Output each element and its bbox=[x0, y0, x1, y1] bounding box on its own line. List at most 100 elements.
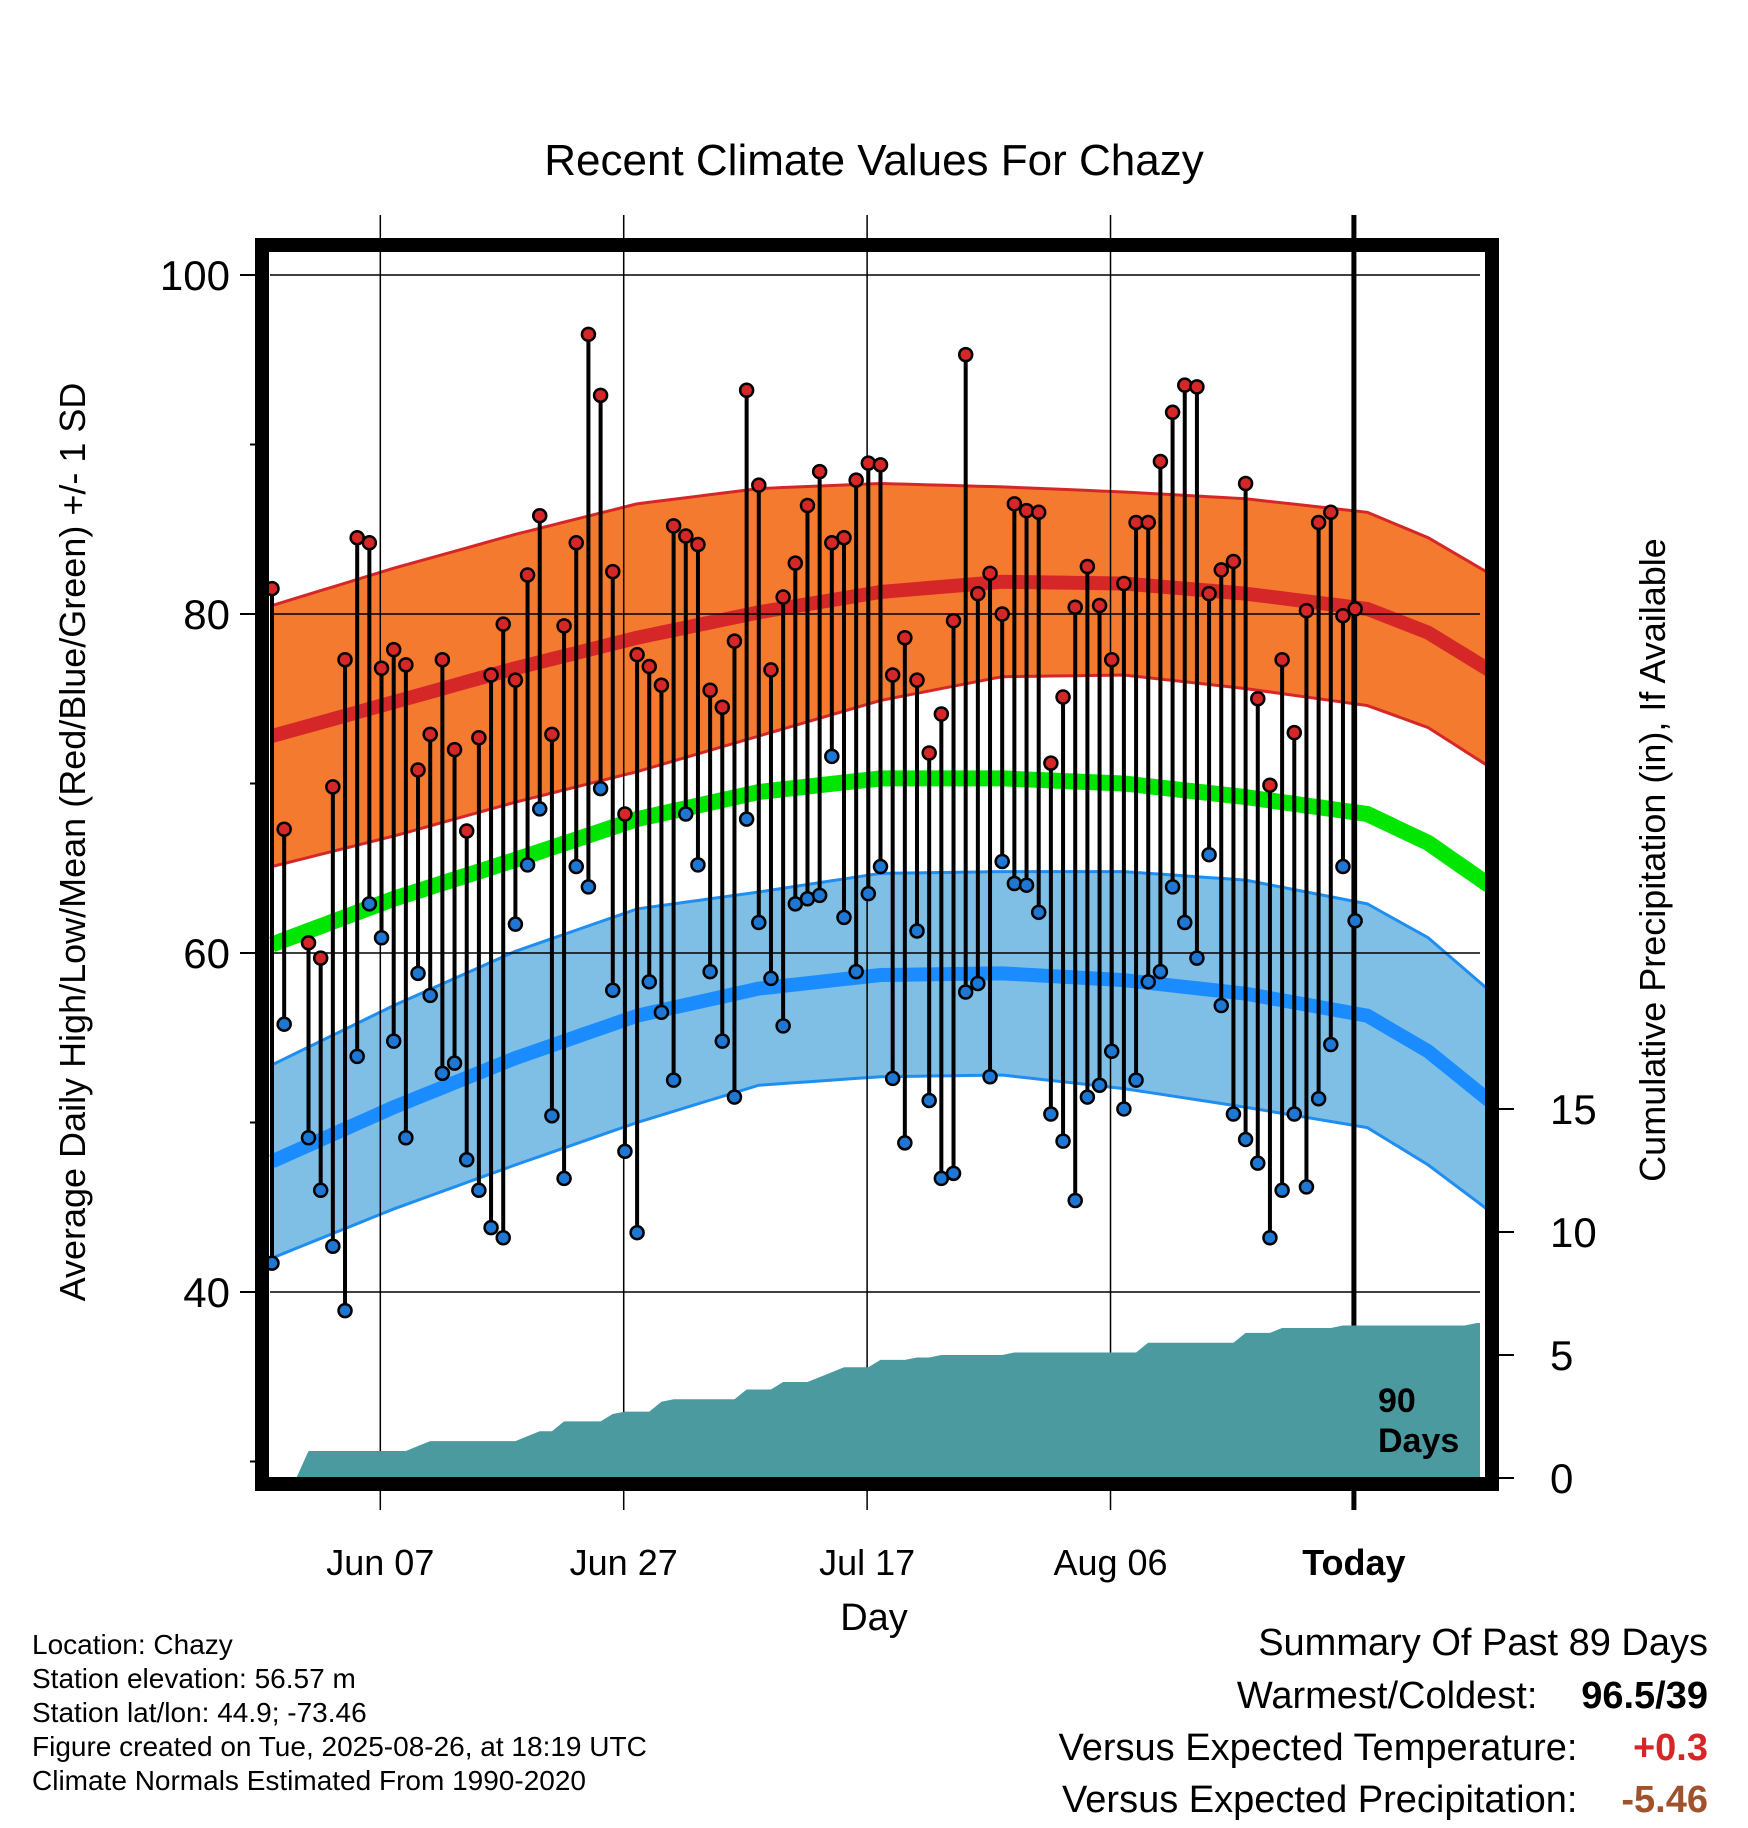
high-point-48 bbox=[848, 472, 864, 488]
high-point-17 bbox=[471, 729, 487, 746]
high-point-75 bbox=[1177, 377, 1193, 393]
high-point-76 bbox=[1189, 379, 1205, 395]
low-point-74 bbox=[1164, 879, 1181, 895]
low-point-83 bbox=[1274, 1182, 1290, 1199]
low-point-73 bbox=[1152, 963, 1169, 980]
high-point-18 bbox=[483, 667, 499, 683]
warmest-sep: / bbox=[1655, 1675, 1666, 1717]
precip-cumulative-area bbox=[272, 1323, 1489, 1478]
low-point-75 bbox=[1177, 914, 1193, 931]
low-point-82 bbox=[1262, 1230, 1278, 1246]
high-point-54 bbox=[921, 745, 937, 761]
high-point-12 bbox=[410, 762, 426, 778]
high-point-43 bbox=[787, 555, 804, 571]
high-point-64 bbox=[1043, 755, 1059, 771]
low-point-67 bbox=[1079, 1089, 1096, 1105]
high-point-26 bbox=[580, 326, 597, 343]
high-point-25 bbox=[568, 535, 584, 551]
high-point-42 bbox=[775, 589, 791, 605]
warmest-value: 96.5/39 bbox=[1548, 1675, 1708, 1718]
high-point-14 bbox=[434, 652, 451, 668]
low-point-26 bbox=[580, 879, 597, 895]
high-point-31 bbox=[641, 658, 658, 675]
low-point-76 bbox=[1189, 950, 1205, 966]
low-point-7 bbox=[349, 1048, 365, 1065]
low-point-20 bbox=[507, 916, 524, 932]
low-point-78 bbox=[1213, 997, 1230, 1014]
y2tick-label-10: 10 bbox=[1550, 1209, 1597, 1256]
low-point-24 bbox=[556, 1170, 572, 1187]
elevation-text: Station elevation: 56.57 m bbox=[32, 1663, 356, 1694]
high-point-82 bbox=[1262, 777, 1278, 793]
low-point-47 bbox=[836, 909, 852, 926]
low-point-21 bbox=[519, 857, 536, 873]
high-point-63 bbox=[1030, 504, 1047, 521]
high-point-70 bbox=[1116, 575, 1132, 592]
high-point-68 bbox=[1091, 597, 1108, 614]
high-point-88 bbox=[1335, 607, 1351, 624]
low-point-16 bbox=[458, 1152, 475, 1168]
low-point-9 bbox=[373, 929, 390, 946]
precip-area bbox=[272, 1323, 1489, 1478]
high-point-60 bbox=[994, 606, 1010, 622]
high-point-10 bbox=[385, 641, 402, 658]
y2tick-label-15: 15 bbox=[1550, 1086, 1597, 1133]
high-point-15 bbox=[446, 741, 463, 758]
temp-value: +0.3 bbox=[1632, 1727, 1708, 1769]
created-text: Figure created on Tue, 2025-08-26, at 18… bbox=[32, 1731, 647, 1762]
high-point-40 bbox=[751, 477, 767, 493]
low-point-1 bbox=[276, 1016, 292, 1032]
high-point-73 bbox=[1152, 453, 1169, 470]
high-point-39 bbox=[738, 382, 755, 399]
low-band bbox=[272, 871, 1489, 1259]
low-point-25 bbox=[568, 858, 584, 875]
xtick-label-3: Aug 06 bbox=[1053, 1542, 1167, 1583]
high-point-62 bbox=[1018, 502, 1035, 519]
high-point-5 bbox=[325, 779, 341, 795]
ytick-label-40: 40 bbox=[183, 1269, 230, 1316]
precip-value: -5.46 bbox=[1621, 1779, 1708, 1821]
high-point-86 bbox=[1310, 514, 1327, 531]
low-point-70 bbox=[1116, 1101, 1132, 1117]
high-point-33 bbox=[665, 518, 682, 534]
high-point-85 bbox=[1298, 602, 1315, 619]
high-point-61 bbox=[1006, 496, 1023, 512]
high-point-23 bbox=[544, 726, 560, 743]
low-point-32 bbox=[653, 1004, 670, 1021]
warmest-label: Warmest/Coldest: bbox=[1236, 1675, 1538, 1717]
low-point-59 bbox=[982, 1068, 998, 1085]
high-point-77 bbox=[1201, 585, 1217, 602]
low-point-62 bbox=[1018, 877, 1035, 893]
high-point-34 bbox=[678, 528, 694, 544]
low-point-39 bbox=[738, 811, 755, 827]
high-point-11 bbox=[398, 657, 414, 673]
warmest-low: 39 bbox=[1665, 1675, 1708, 1717]
low-point-11 bbox=[398, 1130, 414, 1146]
low-point-72 bbox=[1140, 974, 1156, 990]
high-point-6 bbox=[337, 652, 353, 668]
high-point-49 bbox=[860, 455, 877, 471]
low-point-54 bbox=[921, 1092, 937, 1109]
high-point-41 bbox=[763, 662, 779, 678]
low-band-lower-edge bbox=[271, 1073, 1490, 1260]
low-point-65 bbox=[1055, 1133, 1071, 1149]
high-point-81 bbox=[1250, 691, 1266, 707]
low-point-14 bbox=[434, 1065, 451, 1082]
low-point-17 bbox=[471, 1182, 487, 1199]
low-point-34 bbox=[678, 806, 694, 822]
high-point-28 bbox=[605, 563, 621, 580]
low-point-13 bbox=[422, 987, 438, 1004]
low-point-61 bbox=[1006, 875, 1023, 892]
high-point-16 bbox=[458, 823, 475, 839]
high-point-59 bbox=[982, 565, 998, 582]
high-point-37 bbox=[714, 699, 731, 715]
high-point-4 bbox=[312, 950, 329, 966]
low-point-84 bbox=[1286, 1106, 1303, 1122]
xtick-label-1: Jun 27 bbox=[570, 1542, 678, 1583]
low-point-64 bbox=[1043, 1106, 1059, 1122]
low-point-19 bbox=[495, 1230, 511, 1246]
high-point-69 bbox=[1103, 652, 1120, 668]
high-point-47 bbox=[836, 529, 852, 546]
high-point-58 bbox=[970, 585, 986, 602]
